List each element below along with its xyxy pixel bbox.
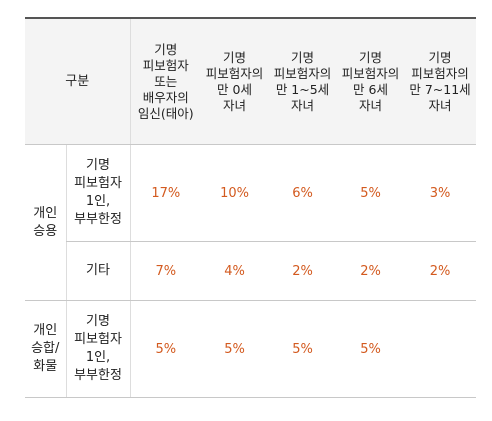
rate-cell: 3% [404,144,477,242]
rate-cell: 4% [201,241,269,301]
rate-cell: 10% [201,144,269,242]
rate-cell: 5% [129,300,202,398]
rate-cell: 7% [129,241,202,301]
rate-cell: 2% [268,241,338,301]
row-label-named-insured-couple: 기명 피보험자 1인, 부부한정 [65,300,131,398]
rate-cell: 5% [337,144,405,242]
rate-cell: 17% [129,144,202,242]
header-col-age-7-11: 기명 피보험자의 만 7~11세 자녀 [404,17,477,145]
table-row: 개인 승합/ 화물 기명 피보험자 1인, 부부한정 5% 5% 5% 5% [25,300,477,398]
discount-rate-table: 구분 기명 피보험자 또는 배우자의 임신(태아) 기명 피보험자의 만 0세 … [25,17,477,398]
header-col-age-6: 기명 피보험자의 만 6세 자녀 [337,17,405,145]
table-row: 기타 7% 4% 2% 2% 2% [25,241,477,301]
group-label-personal-van-truck: 개인 승합/ 화물 [25,300,66,398]
rate-cell: 5% [201,300,269,398]
group-label-personal-car: 개인 승용 [25,144,66,301]
row-label-named-insured-couple: 기명 피보험자 1인, 부부한정 [65,144,131,242]
table-header-row: 구분 기명 피보험자 또는 배우자의 임신(태아) 기명 피보험자의 만 0세 … [25,17,477,145]
row-label-other: 기타 [65,241,131,301]
header-col-age-0: 기명 피보험자의 만 0세 자녀 [201,17,269,145]
header-col-age-1-5: 기명 피보험자의 만 1~5세 자녀 [268,17,338,145]
rate-cell: 2% [404,241,477,301]
rate-cell: 5% [337,300,405,398]
table-row: 개인 승용 기명 피보험자 1인, 부부한정 17% 10% 6% 5% 3% [25,144,477,301]
rate-cell: 6% [268,144,338,242]
header-category: 구분 [25,17,131,145]
rate-cell: 5% [268,300,338,398]
rate-cell: 2% [337,241,405,301]
header-col-pregnancy: 기명 피보험자 또는 배우자의 임신(태아) [129,17,202,145]
rate-cell [404,300,477,398]
